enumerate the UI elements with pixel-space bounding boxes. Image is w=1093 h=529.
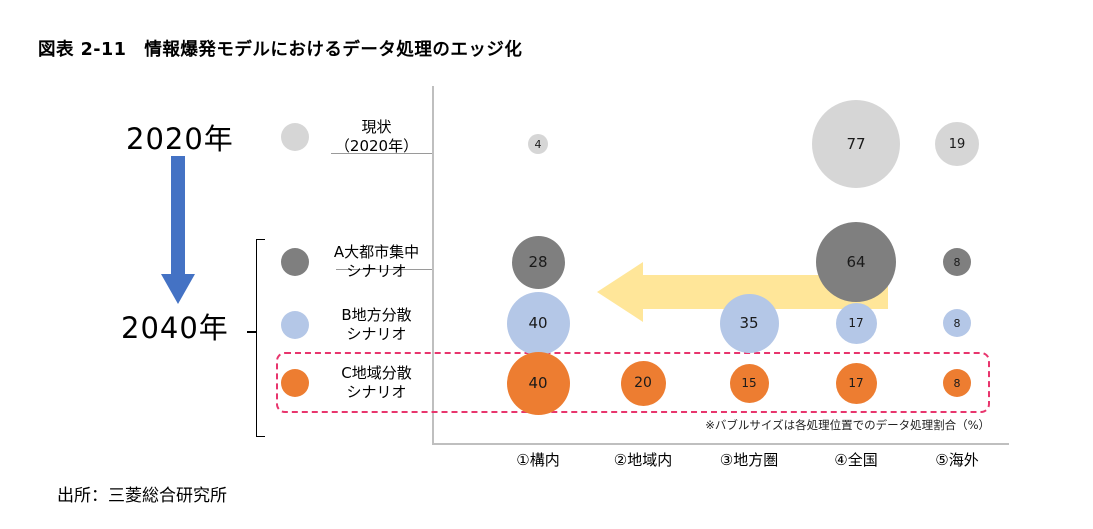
x-axis-label-3: ③地方圏 [719,451,779,469]
legend-label-scenario-b-line2: シナリオ [346,324,407,343]
legend-label-scenario-a: A大都市集中 シナリオ [318,243,435,281]
x-axis-label-1: ①構内 [516,451,560,469]
timeline-down-arrow [161,156,195,304]
bubble-scenario-b-col1: 40 [506,291,570,355]
legend-item-scenario-c: C地域分散 シナリオ [281,364,435,402]
legend-item-scenario-a: A大都市集中 シナリオ [281,243,435,281]
legend-dot-current [281,122,309,151]
timeline-end-label: 2040年 [121,311,229,345]
legend-label-current: 現状 （2020年） [318,118,435,156]
bubble-scenario-a-col1: 28 [511,235,565,289]
legend-dot-scenario-b [281,310,309,339]
figure-title: 図表 2-11 情報爆発モデルにおけるデータ処理のエッジ化 [38,40,523,60]
bubble-current-2020-col5: 19 [935,122,979,166]
legend-item-current: 現状 （2020年） [281,118,435,156]
legend-label-scenario-a-line1: A大都市集中 [333,243,420,261]
bubble-size-note: ※バブルサイズは各処理位置でのデータ処理割合（%） [705,418,990,432]
legend-item-scenario-b: B地方分散 シナリオ [281,306,435,344]
legend-label-current-line2: （2020年） [334,136,419,155]
edge-shift-left-arrow [597,262,888,322]
scenario-bracket-tick [247,331,256,333]
legend-dot-scenario-a [281,247,309,276]
bubble-scenario-a-col5: 8 [943,248,971,276]
x-axis-label-5: ⑤海外 [935,451,979,469]
legend-label-scenario-c-line1: C地域分散 [341,364,412,382]
legend-label-current-line1: 現状 [361,118,392,136]
scenario-bracket [256,239,265,437]
x-axis-label-2: ②地域内 [613,451,673,469]
timeline-start-label: 2020年 [126,122,234,156]
scenario-c-highlight-box [276,352,990,413]
legend-label-scenario-c: C地域分散 シナリオ [318,364,435,402]
legend-label-scenario-a-line2: シナリオ [346,261,407,280]
legend-label-scenario-c-line2: シナリオ [346,382,407,401]
bubble-scenario-b-col5: 8 [943,309,971,337]
y-axis-line [432,86,434,444]
legend-label-scenario-b-line1: B地方分散 [341,306,412,324]
bubble-current-2020-col4: 77 [812,100,900,188]
source-text: 出所：三菱総合研究所 [57,486,227,505]
x-axis-label-4: ④全国 [834,451,878,469]
legend-dot-scenario-c [281,368,309,397]
legend-label-scenario-b: B地方分散 シナリオ [318,306,435,344]
bubble-current-2020-col1: 4 [528,134,548,154]
x-axis-line [432,443,1009,445]
leader-line-current [331,153,432,154]
leader-line-scenario-a [336,269,432,270]
